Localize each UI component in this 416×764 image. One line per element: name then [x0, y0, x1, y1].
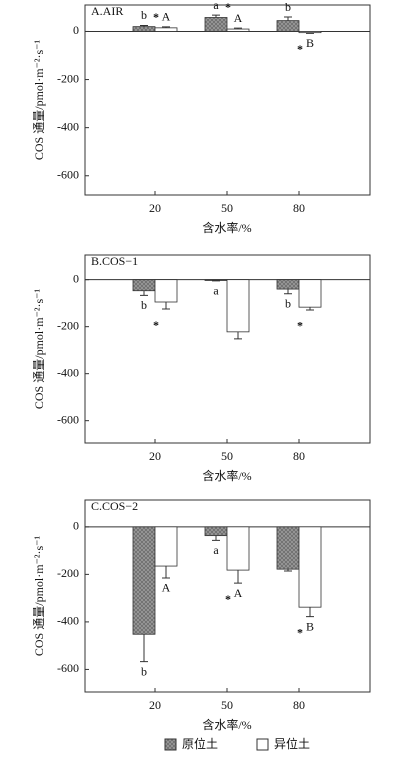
bar — [227, 280, 249, 332]
y-axis-label: COS 通量/pmol·m⁻²·s⁻¹ — [32, 289, 46, 410]
panel-title: B.COS−1 — [91, 254, 138, 268]
bar — [227, 29, 249, 31]
significance-letter: b — [285, 0, 291, 14]
bar — [277, 21, 299, 32]
bar — [299, 31, 321, 32]
x-tick-label: 50 — [221, 201, 233, 215]
bar — [299, 280, 321, 307]
bar — [205, 18, 227, 32]
significance-letter: a — [213, 284, 219, 298]
y-axis-label: COS 通量/pmol·m⁻²·s⁻¹ — [32, 40, 46, 161]
legend-swatch — [165, 739, 176, 750]
error-bar — [140, 291, 148, 296]
x-tick-label: 80 — [293, 201, 305, 215]
y-tick-label: -400 — [57, 614, 79, 628]
x-tick-label: 50 — [221, 449, 233, 463]
y-tick-label: -200 — [57, 71, 79, 85]
plot-frame — [85, 5, 370, 195]
x-axis-label: 含水率/% — [202, 717, 251, 732]
bar — [155, 527, 177, 566]
significance-letter: a — [213, 0, 219, 12]
bar — [227, 527, 249, 570]
significance-letter: b — [285, 297, 291, 311]
error-bar — [140, 634, 148, 661]
bar — [133, 280, 155, 291]
error-bar — [234, 332, 242, 339]
x-tick-label: 20 — [149, 201, 161, 215]
significance-letter: A — [162, 10, 171, 24]
y-tick-label: -600 — [57, 412, 79, 426]
x-tick-label: 80 — [293, 698, 305, 712]
y-tick-label: -400 — [57, 119, 79, 133]
significance-letter: b — [141, 8, 147, 22]
significance-letter: a — [213, 543, 219, 557]
significance-star: * — [153, 10, 159, 24]
error-bar — [234, 570, 242, 583]
bar — [133, 27, 155, 32]
y-tick-label: -200 — [57, 566, 79, 580]
error-bar — [212, 536, 220, 541]
significance-star: * — [225, 0, 231, 14]
significance-letter: b — [141, 298, 147, 312]
significance-letter: A — [234, 11, 243, 25]
y-tick-label: -600 — [57, 168, 79, 182]
bar — [277, 527, 299, 569]
bar — [277, 280, 299, 289]
legend-swatch — [257, 739, 268, 750]
y-tick-label: 0 — [73, 519, 79, 533]
panel-title: A.AIR — [91, 4, 123, 18]
x-axis-label: 含水率/% — [202, 220, 251, 235]
error-bar — [162, 302, 170, 309]
x-axis-label: 含水率/% — [202, 468, 251, 483]
error-bar — [306, 307, 314, 310]
significance-letter: B — [306, 36, 314, 50]
significance-star: * — [153, 318, 159, 332]
significance-letter: B — [306, 619, 314, 633]
y-tick-label: 0 — [73, 271, 79, 285]
x-tick-label: 20 — [149, 449, 161, 463]
x-tick-label: 80 — [293, 449, 305, 463]
bar — [133, 527, 155, 634]
significance-letter: b — [141, 664, 147, 678]
y-tick-label: -200 — [57, 318, 79, 332]
legend-label: 原位土 — [182, 736, 218, 751]
x-tick-label: 20 — [149, 698, 161, 712]
significance-star: * — [297, 319, 303, 333]
error-bar — [162, 566, 170, 578]
error-bar — [284, 289, 292, 294]
bar — [155, 28, 177, 32]
y-axis-label: COS 通量/pmol·m⁻²·s⁻¹ — [32, 536, 46, 657]
significance-letter: A — [234, 586, 243, 600]
y-tick-label: -400 — [57, 365, 79, 379]
y-tick-label: -600 — [57, 661, 79, 675]
error-bar — [284, 17, 292, 21]
significance-star: * — [297, 42, 303, 56]
bar — [205, 527, 227, 536]
significance-star: * — [297, 625, 303, 639]
error-bar — [306, 607, 314, 617]
bar — [155, 280, 177, 302]
significance-star: * — [225, 592, 231, 606]
y-tick-label: 0 — [73, 23, 79, 37]
panel-title: C.COS−2 — [91, 499, 138, 513]
significance-letter: A — [162, 581, 171, 595]
legend-label: 异位土 — [274, 736, 310, 751]
bar — [299, 527, 321, 607]
x-tick-label: 50 — [221, 698, 233, 712]
